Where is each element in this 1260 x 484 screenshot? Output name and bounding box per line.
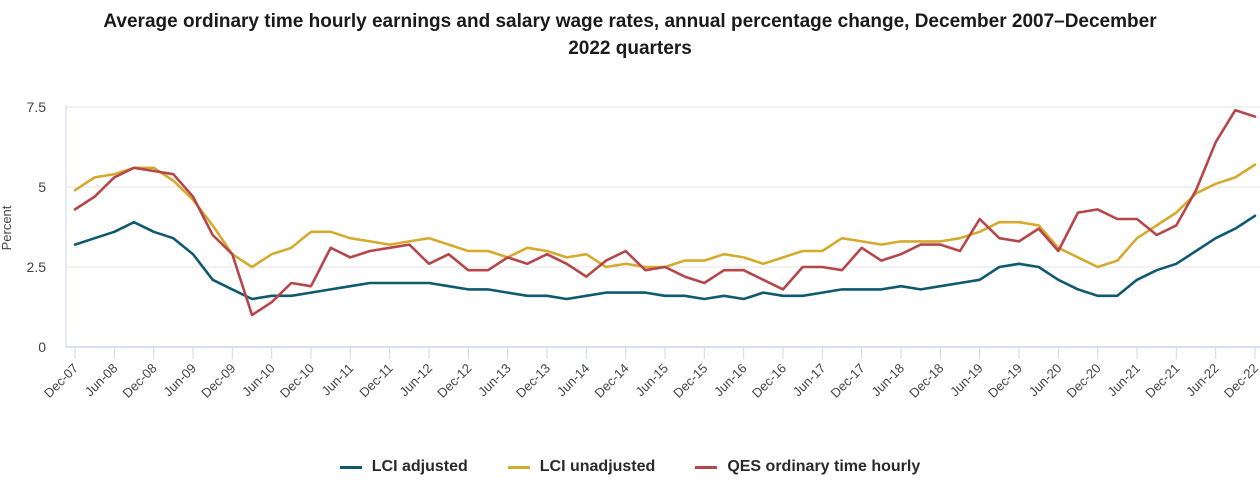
x-tick-label: Jun-20: [1026, 361, 1065, 400]
legend-label: LCI unadjusted: [539, 458, 656, 475]
y-tick-label: 0: [38, 339, 46, 355]
x-axis: Dec-07 Jun-08 Dec-08 Jun-09 Dec-09 Jun-10 Dec-…: [41, 105, 1260, 401]
x-tick-label: Jun-12: [396, 361, 435, 400]
legend-label: QES ordinary time hourly: [727, 458, 921, 475]
chart-title-line-1: Average ordinary time hourly earnings an…: [103, 11, 1157, 32]
x-tick-label: Jun-21: [1104, 361, 1143, 400]
x-tick-label: Jun-09: [160, 361, 199, 400]
x-tick-label: Dec-19: [985, 361, 1025, 401]
legend: LCI adjusted LCI unadjusted QES ordinary…: [0, 458, 1260, 476]
x-tick-label: Dec-15: [670, 361, 710, 401]
series-line-lci-unadjusted: [73, 163, 1257, 269]
legend-swatch-lci-adjusted: [339, 465, 362, 469]
x-tick-label: Dec-07: [41, 361, 81, 401]
legend-item-lci-adjusted[interactable]: LCI adjusted: [339, 458, 468, 476]
series-lines: [73, 108, 1257, 317]
x-tick-label: Jun-17: [790, 361, 829, 400]
y-tick-label: 5: [38, 179, 46, 195]
x-tick-label: Dec-09: [198, 361, 238, 401]
x-tick-label: Dec-10: [277, 361, 317, 401]
x-tick-label: Jun-18: [868, 361, 907, 400]
legend-swatch-lci-unadjusted: [507, 465, 530, 469]
x-tick-label: Jun-10: [239, 361, 278, 400]
series-line-qes-ordinary-time-hourly: [73, 108, 1257, 317]
legend-item-lci-unadjusted[interactable]: LCI unadjusted: [507, 458, 656, 476]
chart-title-line-2: 2022 quarters: [568, 38, 692, 59]
x-tick-label: Dec-21: [1142, 361, 1182, 401]
x-tick-label: Dec-14: [592, 361, 632, 401]
chart-title: Average ordinary time hourly earnings an…: [0, 8, 1260, 62]
x-tick-label: Dec-22: [1221, 361, 1260, 401]
series-line-lci-adjusted: [73, 214, 1257, 301]
x-tick-label: Dec-13: [513, 361, 553, 401]
x-tick-label: Jun-14: [554, 361, 593, 400]
x-tick-label: Dec-08: [120, 361, 160, 401]
y-tick-label: 7.5: [27, 99, 47, 115]
gridlines: [66, 106, 1260, 268]
x-tick-label: Jun-22: [1183, 361, 1222, 400]
x-tick-label: Jun-15: [632, 361, 671, 400]
x-tick-label: Dec-18: [906, 361, 946, 401]
legend-swatch-qes: [695, 465, 718, 469]
y-tick-label: 2.5: [27, 259, 47, 275]
x-tick-label: Jun-08: [82, 361, 121, 400]
x-tick-label: Jun-19: [947, 361, 986, 400]
x-tick-label: Jun-16: [711, 361, 750, 400]
x-tick-label: Jun-13: [475, 361, 514, 400]
x-tick-label: Dec-20: [1064, 361, 1104, 401]
y-axis-ticks: 0 2.5 5 7.5: [27, 99, 47, 355]
x-tick-label: Jun-11: [318, 361, 356, 399]
legend-item-qes[interactable]: QES ordinary time hourly: [695, 458, 920, 476]
x-tick-label: Dec-16: [749, 361, 789, 401]
x-tick-label: Dec-17: [828, 361, 868, 401]
y-axis-label: Percent: [0, 205, 14, 250]
legend-label: LCI adjusted: [371, 458, 468, 475]
x-tick-label: Dec-12: [434, 361, 474, 401]
x-tick-label: Dec-11: [356, 361, 396, 401]
